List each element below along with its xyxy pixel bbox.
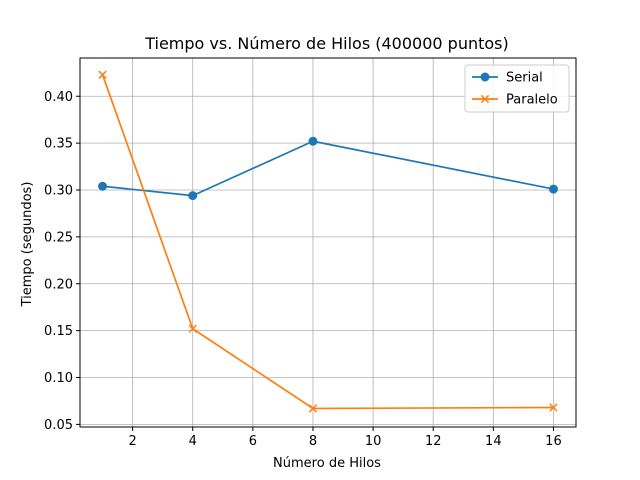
plot-series [98, 70, 558, 413]
y-tick-label: 0.25 [44, 230, 73, 245]
y-tick-label: 0.40 [44, 90, 73, 105]
legend-label-paralelo: Paralelo [506, 93, 558, 108]
legend-marker-serial [480, 72, 490, 82]
y-tick-label: 0.05 [44, 418, 73, 433]
data-point-serial [548, 184, 558, 194]
chart-title: Tiempo vs. Número de Hilos (400000 punto… [144, 34, 509, 53]
data-point-paralelo [549, 403, 558, 412]
series-serial [98, 136, 558, 201]
y-axis-title: Tiempo (segundos) [20, 182, 35, 308]
x-tick-label: 14 [485, 434, 502, 449]
series-line-paralelo [101, 74, 554, 410]
x-tick-label: 10 [365, 434, 382, 449]
x-tick-label: 2 [128, 434, 136, 449]
data-point-serial [188, 191, 198, 201]
data-point-serial [308, 136, 318, 146]
x-axis-title: Número de Hilos [273, 456, 381, 471]
data-point-serial [98, 181, 108, 191]
y-tick-label: 0.20 [44, 277, 73, 292]
plot-area [79, 57, 577, 428]
y-tick-label: 0.15 [44, 324, 73, 339]
axis-ticks: 2 4 6 8 10 12 14 16 0.05 0.10 0.15 0.20 0.25 0.30 0.35… [44, 90, 562, 449]
data-point-paralelo [188, 324, 197, 333]
legend-label-serial: Serial [506, 71, 543, 86]
y-tick-label: 0.30 [44, 184, 73, 199]
x-tick-label: 16 [545, 434, 562, 449]
x-tick-label: 6 [249, 434, 257, 449]
x-tick-label: 4 [189, 434, 197, 449]
legend-marker-paralelo [480, 94, 490, 104]
series-paralelo [98, 70, 558, 413]
legend-item-serial: Serial [472, 71, 543, 86]
series-line-serial [102, 140, 554, 197]
x-tick-label: 8 [309, 434, 317, 449]
x-tick-label: 12 [425, 434, 442, 449]
y-tick-label: 0.35 [44, 137, 73, 152]
y-tick-label: 0.10 [44, 371, 73, 386]
grid [80, 58, 576, 427]
data-point-paralelo [98, 70, 107, 79]
data-point-paralelo [308, 404, 318, 413]
legend: Serial Paralelo [464, 64, 570, 113]
legend-item-paralelo: Paralelo [472, 93, 558, 108]
